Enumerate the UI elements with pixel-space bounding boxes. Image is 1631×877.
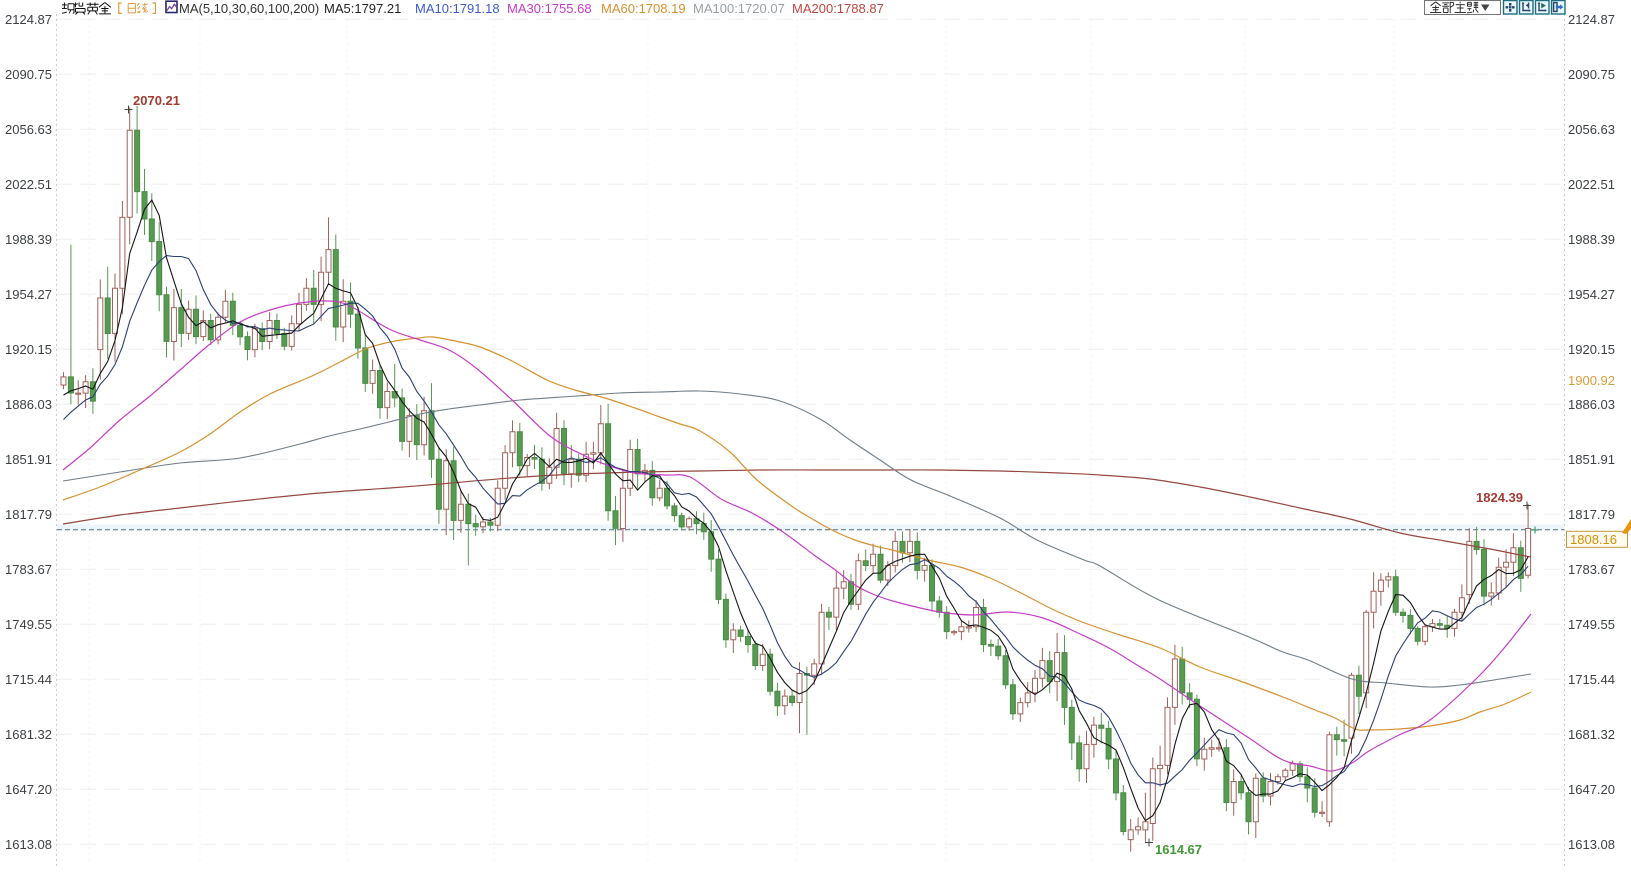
- svg-text:2056.63: 2056.63: [5, 122, 52, 137]
- svg-text:MA(5,10,30,60,100,200): MA(5,10,30,60,100,200): [179, 1, 319, 16]
- svg-text:1613.08: 1613.08: [5, 837, 52, 852]
- svg-text:1920.15: 1920.15: [5, 342, 52, 357]
- svg-text:2022.51: 2022.51: [1568, 177, 1615, 192]
- svg-text:1817.79: 1817.79: [1568, 507, 1615, 522]
- svg-text:1954.27: 1954.27: [5, 287, 52, 302]
- svg-text:2124.87: 2124.87: [5, 12, 52, 27]
- svg-text:1783.67: 1783.67: [1568, 562, 1615, 577]
- svg-text:2124.87: 2124.87: [1568, 12, 1615, 27]
- svg-text:1715.44: 1715.44: [5, 672, 52, 687]
- svg-text:1824.39: 1824.39: [1476, 490, 1523, 505]
- svg-text:2070.21: 2070.21: [133, 93, 180, 108]
- svg-text:2022.51: 2022.51: [5, 177, 52, 192]
- svg-text:MA200:1788.87: MA200:1788.87: [792, 1, 884, 16]
- svg-text:1749.55: 1749.55: [5, 617, 52, 632]
- svg-text:1886.03: 1886.03: [5, 397, 52, 412]
- svg-text:1817.79: 1817.79: [5, 507, 52, 522]
- svg-text:1851.91: 1851.91: [5, 452, 52, 467]
- svg-text:1954.27: 1954.27: [1568, 287, 1615, 302]
- svg-text:1988.39: 1988.39: [1568, 232, 1615, 247]
- svg-text:1886.03: 1886.03: [1568, 397, 1615, 412]
- svg-text:1988.39: 1988.39: [5, 232, 52, 247]
- svg-text:1920.15: 1920.15: [1568, 342, 1615, 357]
- svg-text:1851.91: 1851.91: [1568, 452, 1615, 467]
- svg-text:MA100:1720.07: MA100:1720.07: [693, 1, 785, 16]
- svg-text:1681.32: 1681.32: [1568, 727, 1615, 742]
- svg-text:1647.20: 1647.20: [1568, 782, 1615, 797]
- svg-text:2090.75: 2090.75: [5, 67, 52, 82]
- svg-text:MA30:1755.68: MA30:1755.68: [507, 1, 592, 16]
- svg-text:1647.20: 1647.20: [5, 782, 52, 797]
- svg-text:MA5:1797.21: MA5:1797.21: [324, 1, 401, 16]
- svg-text:1808.16: 1808.16: [1570, 532, 1617, 547]
- svg-text:1613.08: 1613.08: [1568, 837, 1615, 852]
- svg-text:MA60:1708.19: MA60:1708.19: [601, 1, 686, 16]
- svg-text:1900.92: 1900.92: [1568, 373, 1615, 388]
- svg-text:MA10:1791.18: MA10:1791.18: [415, 1, 500, 16]
- svg-text:1783.67: 1783.67: [5, 562, 52, 577]
- svg-text:1715.44: 1715.44: [1568, 672, 1615, 687]
- svg-text:2090.75: 2090.75: [1568, 67, 1615, 82]
- svg-text:1614.67: 1614.67: [1155, 842, 1202, 857]
- svg-text:1749.55: 1749.55: [1568, 617, 1615, 632]
- svg-text:2056.63: 2056.63: [1568, 122, 1615, 137]
- svg-text:1681.32: 1681.32: [5, 727, 52, 742]
